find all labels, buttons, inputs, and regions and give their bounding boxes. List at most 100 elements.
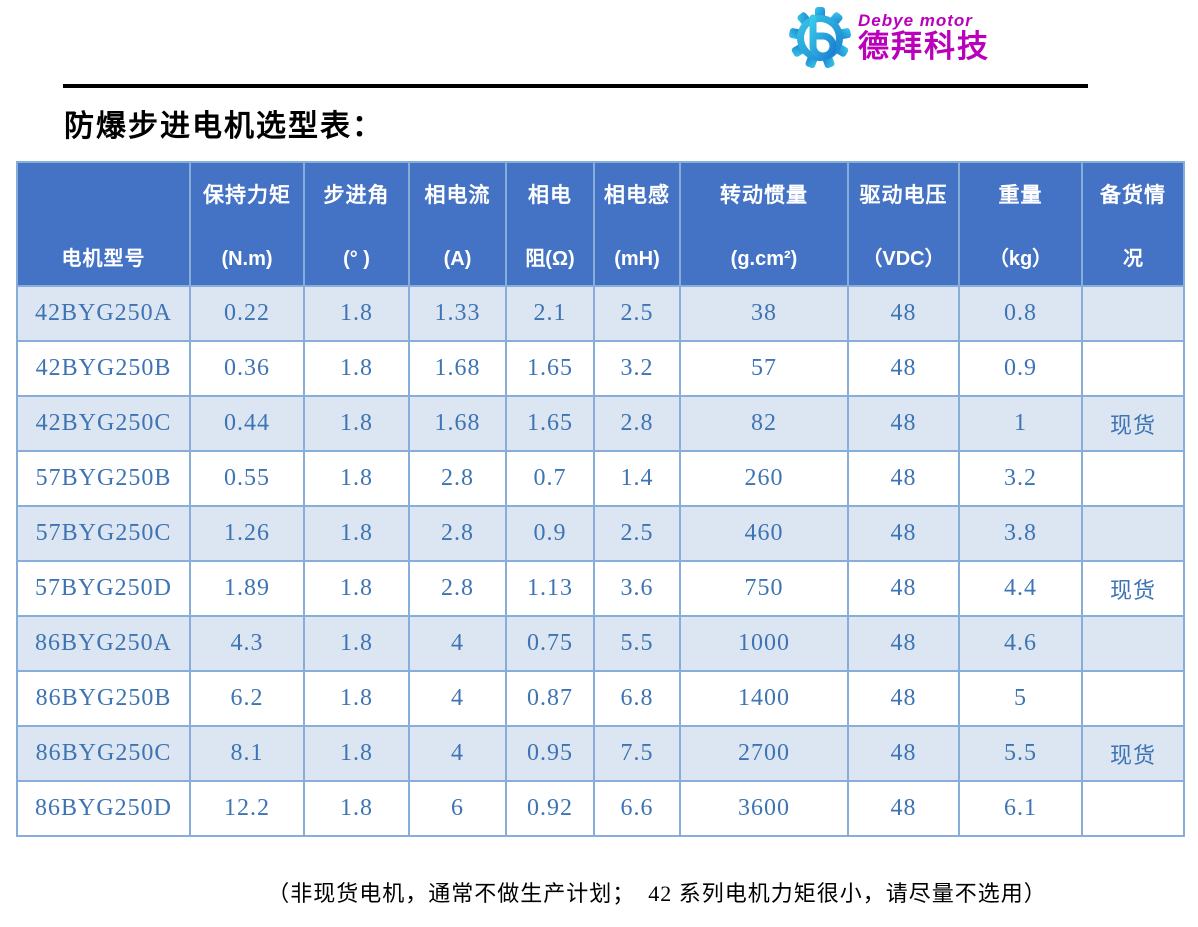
table-row: 86BYG250A 4.3 1.8 4 0.75 5.5 1000 48 4.6 (16, 615, 1185, 672)
brand-name-cn: 德拜科技 (858, 29, 990, 64)
stock-status-cell (1081, 450, 1185, 507)
value-cell: 48 (847, 505, 960, 562)
table-header-cell: 保持力矩 (N.m) (189, 161, 305, 287)
value-cell: 1.8 (303, 450, 410, 507)
table-header-cell: 相电流 (A) (408, 161, 507, 287)
value-cell: 1.8 (303, 670, 410, 727)
value-cell: 1.8 (303, 340, 410, 397)
value-cell: 48 (847, 615, 960, 672)
value-cell: 5 (958, 670, 1083, 727)
motor-model-cell: 86BYG250D (16, 780, 191, 837)
value-cell: 2.8 (408, 505, 507, 562)
column-unit: （VDC） (862, 248, 945, 270)
value-cell: 6.1 (958, 780, 1083, 837)
value-cell: 48 (847, 560, 960, 617)
value-cell: 48 (847, 285, 960, 342)
motor-model-cell: 42BYG250C (16, 395, 191, 452)
value-cell: 0.7 (505, 450, 595, 507)
value-cell: 0.92 (505, 780, 595, 837)
value-cell: 1000 (679, 615, 849, 672)
column-label: 相电流 (424, 184, 491, 207)
table-header-cell: 备货情况 (1081, 161, 1185, 287)
value-cell: 1.8 (303, 615, 410, 672)
value-cell: 4.3 (189, 615, 305, 672)
value-cell: 1.4 (593, 450, 681, 507)
value-cell: 12.2 (189, 780, 305, 837)
stock-status-cell (1081, 670, 1185, 727)
value-cell: 3.2 (593, 340, 681, 397)
value-cell: 4 (408, 615, 507, 672)
value-cell: 0.9 (958, 340, 1083, 397)
table-row: 57BYG250B 0.55 1.8 2.8 0.7 1.4 260 48 3.2 (16, 450, 1185, 507)
stock-status-cell (1081, 285, 1185, 342)
stock-status-cell (1081, 780, 1185, 837)
motor-model-cell: 57BYG250D (16, 560, 191, 617)
brand-name-en: Debye motor (858, 11, 973, 30)
stock-status-cell: 现货 (1081, 560, 1185, 617)
value-cell: 48 (847, 395, 960, 452)
header-divider (63, 84, 1088, 88)
value-cell: 48 (847, 780, 960, 837)
value-cell: 6.8 (593, 670, 681, 727)
table-row: 57BYG250C 1.26 1.8 2.8 0.9 2.5 460 48 3.8 (16, 505, 1185, 562)
value-cell: 1.26 (189, 505, 305, 562)
motor-selection-table: 电机型号 保持力矩 (N.m) 步进角 (° ) 相电流 (A) 相电 阻(Ω) 相电感 (mH) 转… (16, 161, 1185, 837)
value-cell: 1.89 (189, 560, 305, 617)
value-cell: 1.8 (303, 780, 410, 837)
value-cell: 3.8 (958, 505, 1083, 562)
table-header-cell: 步进角 (° ) (303, 161, 410, 287)
column-unit: (g.cm²) (730, 248, 798, 270)
column-label: 备货情 (1100, 184, 1166, 207)
value-cell: 4 (408, 670, 507, 727)
value-cell: 48 (847, 670, 960, 727)
column-unit: 电机型号 (61, 248, 146, 270)
stock-status-cell: 现货 (1081, 395, 1185, 452)
motor-model-cell: 42BYG250A (16, 285, 191, 342)
value-cell: 4.4 (958, 560, 1083, 617)
column-unit: 况 (1123, 248, 1143, 270)
value-cell: 2.5 (593, 505, 681, 562)
table-row: 42BYG250B 0.36 1.8 1.68 1.65 3.2 57 48 0.9 (16, 340, 1185, 397)
value-cell: 1.8 (303, 560, 410, 617)
value-cell: 260 (679, 450, 849, 507)
table-header-cell: 转动惯量 (g.cm²) (679, 161, 849, 287)
table-row: 86BYG250C 8.1 1.8 4 0.95 7.5 2700 48 5.5 现货 (16, 725, 1185, 782)
value-cell: 0.44 (189, 395, 305, 452)
motor-model-cell: 42BYG250B (16, 340, 191, 397)
value-cell: 6 (408, 780, 507, 837)
motor-model-cell: 57BYG250C (16, 505, 191, 562)
column-label (19, 179, 188, 203)
value-cell: 48 (847, 340, 960, 397)
motor-model-cell: 86BYG250B (16, 670, 191, 727)
value-cell: 6.2 (189, 670, 305, 727)
stock-status-cell (1081, 615, 1185, 672)
column-unit: 阻(Ω) (525, 248, 575, 270)
value-cell: 38 (679, 285, 849, 342)
value-cell: 1.65 (505, 395, 595, 452)
footnote: （非现货电机，通常不做生产计划； 42 系列电机力矩很小，请尽量不选用） (267, 881, 1047, 906)
value-cell: 460 (679, 505, 849, 562)
table-header-cell: 驱动电压 （VDC） (847, 161, 960, 287)
value-cell: 2.5 (593, 285, 681, 342)
value-cell: 2.8 (408, 450, 507, 507)
value-cell: 2.8 (408, 560, 507, 617)
value-cell: 2.8 (593, 395, 681, 452)
stock-status-cell (1081, 505, 1185, 562)
value-cell: 8.1 (189, 725, 305, 782)
value-cell: 750 (679, 560, 849, 617)
column-unit: (mH) (614, 248, 660, 270)
company-logo: Debye motor 德拜科技 (788, 6, 990, 70)
value-cell: 3600 (679, 780, 849, 837)
value-cell: 3.6 (593, 560, 681, 617)
value-cell: 1.8 (303, 395, 410, 452)
table-row: 57BYG250D 1.89 1.8 2.8 1.13 3.6 750 48 4.4 现货 (16, 560, 1185, 617)
value-cell: 0.95 (505, 725, 595, 782)
value-cell: 82 (679, 395, 849, 452)
value-cell: 1.68 (408, 395, 507, 452)
value-cell: 1.8 (303, 505, 410, 562)
column-unit: (N.m) (221, 248, 273, 270)
value-cell: 1400 (679, 670, 849, 727)
value-cell: 0.8 (958, 285, 1083, 342)
value-cell: 2700 (679, 725, 849, 782)
